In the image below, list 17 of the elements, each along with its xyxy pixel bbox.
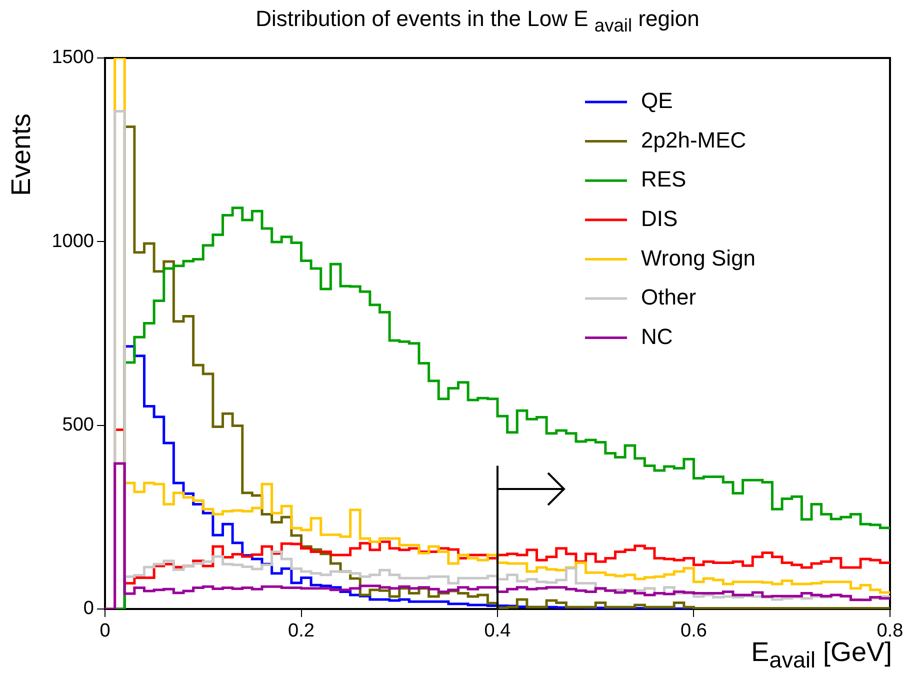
y-tick-label: 0 <box>83 598 94 620</box>
x-tick-label: 0 <box>100 620 110 642</box>
legend-label: DIS <box>641 206 678 231</box>
chart-title: Distribution of events in the Low E $_{avail}$ region <box>254 6 700 36</box>
y-tick-label: 500 <box>62 414 94 436</box>
legend-label: RES <box>641 166 686 192</box>
y-tick-label: 1500 <box>52 47 94 68</box>
x-tick-label: 0.6 <box>680 620 707 642</box>
legend-label: QE <box>641 88 673 114</box>
x-tick-label: 0.4 <box>484 620 512 642</box>
y-tick-label: 1000 <box>52 230 94 252</box>
legend-label: NC <box>641 324 673 349</box>
legend-label: Other <box>641 284 696 310</box>
x-tick-label: 0.2 <box>288 620 314 642</box>
y-axis-title: Events <box>6 113 37 196</box>
legend-label: Wrong Sign <box>641 245 756 270</box>
legend-label: 2p2h-MEC <box>641 127 746 152</box>
